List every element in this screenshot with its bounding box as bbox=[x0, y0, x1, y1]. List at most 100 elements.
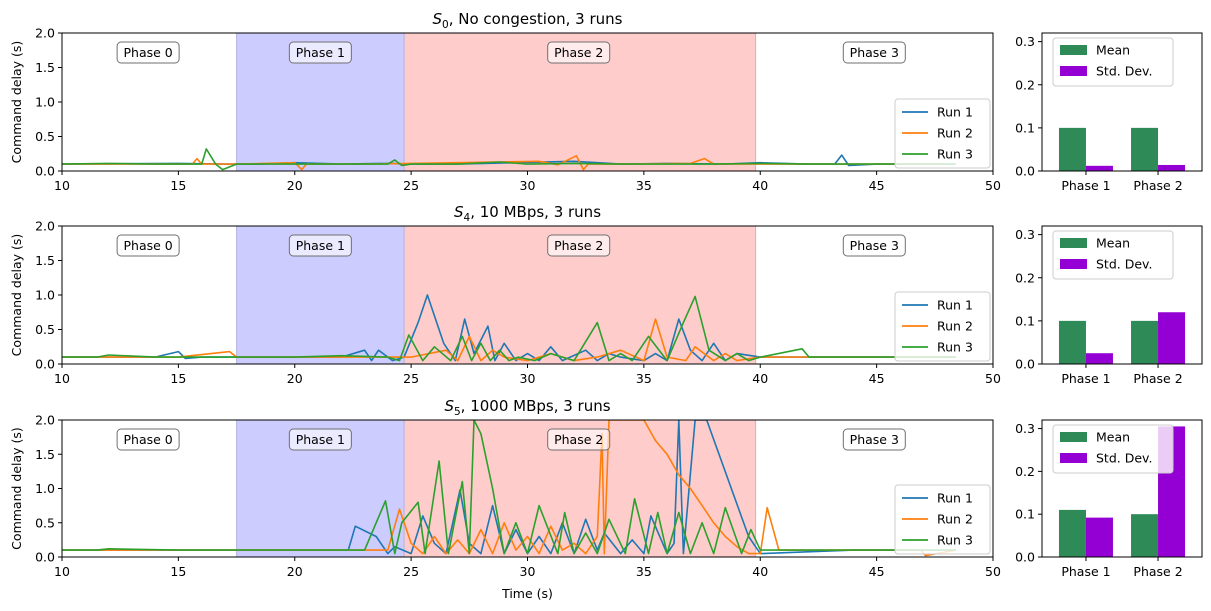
phase-label-2: Phase 2 bbox=[554, 238, 603, 253]
y-tick-label-1: 0.5 bbox=[35, 129, 55, 144]
legend-label-2: Run 3 bbox=[937, 147, 973, 162]
bar-0-0 bbox=[1058, 320, 1086, 364]
phase-label-box-3 bbox=[842, 41, 906, 64]
category-label-1: Phase 2 bbox=[1133, 564, 1182, 579]
x-tick-label-5: 35 bbox=[636, 564, 652, 579]
y-tick-label-3: 0.3 bbox=[1015, 421, 1035, 436]
title-text: , No congestion, 3 runs bbox=[449, 10, 623, 28]
x-tick-label-2: 20 bbox=[287, 564, 303, 579]
y-tick-label-2: 0.2 bbox=[1015, 270, 1035, 285]
category-label-1: Phase 2 bbox=[1133, 371, 1182, 386]
y-tick-label-0: 0.0 bbox=[35, 357, 55, 372]
x-tick-label-1: 15 bbox=[170, 371, 186, 386]
y-tick-label-1: 0.1 bbox=[1015, 313, 1035, 328]
y-tick-label-2: 1.0 bbox=[35, 95, 55, 110]
phase-label-box-0 bbox=[116, 41, 180, 64]
bar-1-1 bbox=[1158, 312, 1186, 364]
phase-label-0: Phase 0 bbox=[123, 432, 172, 447]
phase-label-box-3 bbox=[842, 428, 906, 451]
bar-chart-1: Phase 1 Phase 2 0.0 0.1 0.2 0.3 Mean Std. Dev. bbox=[1015, 225, 1203, 386]
y-tick-label-0: 0.0 bbox=[35, 164, 55, 179]
line-chart-1: Phase 0 Phase 1 Phase 2 Phase 3 10 15 20 25 30 35… bbox=[9, 203, 1001, 386]
title-symbol: S bbox=[454, 203, 464, 221]
y-axis-label: Command delay (s) bbox=[9, 41, 24, 164]
x-tick-label-3: 25 bbox=[403, 178, 419, 193]
x-tick-label-7: 45 bbox=[869, 564, 885, 579]
series-line-1 bbox=[62, 155, 945, 171]
legend-box bbox=[894, 484, 991, 555]
bar-0-1 bbox=[1085, 517, 1113, 557]
axes-frame bbox=[1041, 225, 1203, 365]
phase-label-box-2 bbox=[547, 234, 611, 257]
y-tick-label-2: 1.0 bbox=[35, 288, 55, 303]
legend-label-1: Std. Dev. bbox=[1096, 257, 1152, 272]
legend-label-0: Run 1 bbox=[937, 298, 973, 313]
x-tick-label-4: 30 bbox=[520, 178, 536, 193]
phase-label-1: Phase 1 bbox=[296, 432, 345, 447]
legend-swatch-1 bbox=[1060, 66, 1087, 76]
x-tick-label-0: 10 bbox=[54, 564, 70, 579]
x-tick-label-5: 35 bbox=[636, 178, 652, 193]
phase-label-2: Phase 2 bbox=[554, 45, 603, 60]
x-tick-label-0: 10 bbox=[54, 371, 70, 386]
x-tick-label-1: 15 bbox=[170, 564, 186, 579]
title-subscript: 5 bbox=[454, 406, 461, 418]
legend-label-0: Mean bbox=[1096, 430, 1130, 445]
y-tick-label-4: 2.0 bbox=[35, 413, 55, 428]
x-tick-label-7: 45 bbox=[869, 371, 885, 386]
legend-label-1: Run 2 bbox=[937, 126, 973, 141]
legend-box bbox=[894, 98, 991, 169]
y-tick-label-3: 1.5 bbox=[35, 447, 55, 462]
phase-label-3: Phase 3 bbox=[850, 45, 899, 60]
bar-1-0 bbox=[1131, 320, 1159, 364]
phase-label-box-1 bbox=[288, 41, 352, 64]
y-tick-label-0: 0.0 bbox=[1015, 357, 1035, 372]
phase-label-box-0 bbox=[116, 234, 180, 257]
series-line-2 bbox=[62, 295, 956, 362]
legend-box bbox=[894, 291, 991, 362]
line-chart-0: Phase 0 Phase 1 Phase 2 Phase 3 10 15 20 25 30 35… bbox=[9, 10, 1001, 193]
bar-chart-0: Phase 1 Phase 2 0.0 0.1 0.2 0.3 Mean Std. Dev. bbox=[1015, 32, 1203, 193]
x-tick-label-7: 45 bbox=[869, 178, 885, 193]
category-label-1: Phase 2 bbox=[1133, 178, 1182, 193]
x-tick-label-6: 40 bbox=[752, 178, 768, 193]
category-label-0: Phase 1 bbox=[1061, 178, 1110, 193]
bar-1-0 bbox=[1131, 514, 1159, 557]
y-tick-label-0: 0.0 bbox=[1015, 164, 1035, 179]
x-tick-label-3: 25 bbox=[403, 564, 419, 579]
title-text: , 1000 MBps, 3 runs bbox=[461, 397, 611, 415]
phase-label-box-1 bbox=[288, 234, 352, 257]
y-tick-label-4: 2.0 bbox=[35, 219, 55, 234]
x-tick-label-2: 20 bbox=[287, 178, 303, 193]
y-tick-label-2: 0.2 bbox=[1015, 464, 1035, 479]
x-tick-label-8: 50 bbox=[985, 564, 1001, 579]
x-axis-label: Time (s) bbox=[501, 586, 553, 601]
chart-title: S4, 10 MBps, 3 runs bbox=[454, 203, 601, 224]
legend-swatch-1 bbox=[1060, 259, 1087, 269]
bar-1-0 bbox=[1131, 127, 1159, 171]
phase-label-2: Phase 2 bbox=[554, 432, 603, 447]
phase-label-box-3 bbox=[842, 234, 906, 257]
y-tick-label-4: 2.0 bbox=[35, 26, 55, 41]
legend-label-0: Run 1 bbox=[937, 491, 973, 506]
title-symbol: S bbox=[433, 10, 443, 28]
phase-label-box-2 bbox=[547, 428, 611, 451]
y-tick-label-3: 1.5 bbox=[35, 253, 55, 268]
phase-label-1: Phase 1 bbox=[296, 45, 345, 60]
series-line-1 bbox=[62, 420, 956, 557]
legend-swatch-0 bbox=[1060, 45, 1087, 55]
y-tick-label-1: 0.5 bbox=[35, 515, 55, 530]
x-tick-label-2: 20 bbox=[287, 371, 303, 386]
legend-label-2: Run 3 bbox=[937, 533, 973, 548]
y-tick-label-1: 0.1 bbox=[1015, 507, 1035, 522]
legend-label-0: Mean bbox=[1096, 43, 1130, 58]
title-symbol: S bbox=[444, 397, 454, 415]
series-line-1 bbox=[62, 318, 956, 362]
phase-label-3: Phase 3 bbox=[850, 432, 899, 447]
legend-label-1: Std. Dev. bbox=[1096, 451, 1152, 466]
legend-swatch-0 bbox=[1060, 432, 1087, 442]
phase-label-box-0 bbox=[116, 428, 180, 451]
y-tick-label-3: 1.5 bbox=[35, 60, 55, 75]
phase-label-3: Phase 3 bbox=[850, 238, 899, 253]
